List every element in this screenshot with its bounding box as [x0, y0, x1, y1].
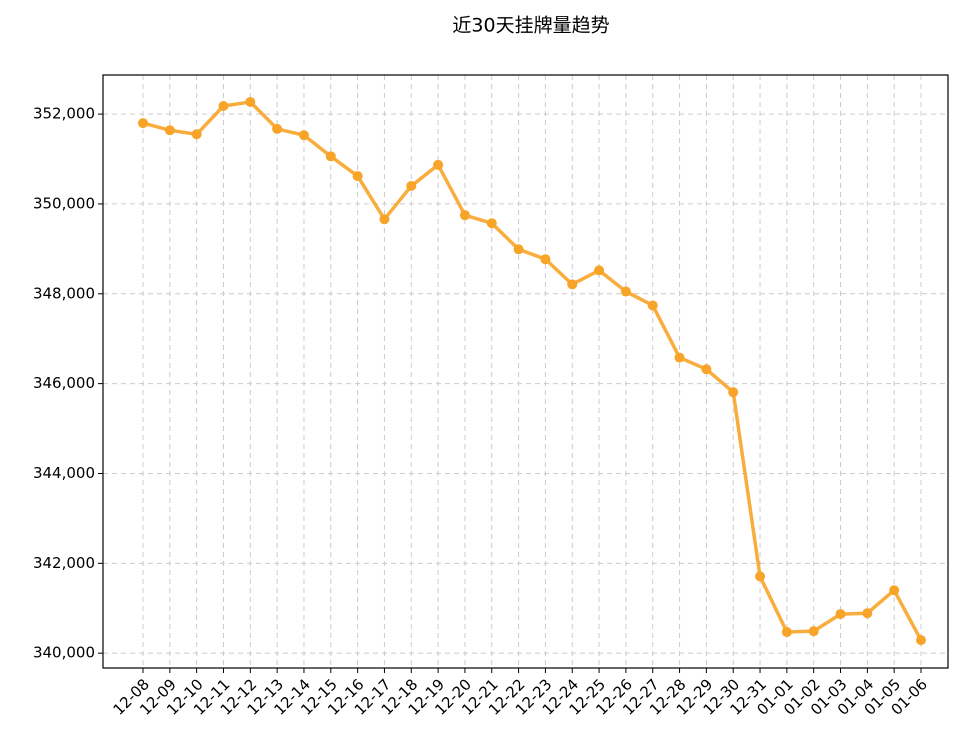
data-point	[755, 571, 766, 582]
data-point	[835, 609, 846, 620]
data-point	[513, 244, 524, 255]
data-point	[781, 627, 792, 638]
data-point	[272, 123, 283, 134]
y-tick-label: 342,000	[33, 554, 95, 572]
data-point	[889, 585, 900, 596]
data-point	[647, 300, 658, 311]
data-point	[916, 635, 926, 646]
data-point	[164, 125, 175, 136]
data-point	[406, 180, 417, 191]
data-point	[218, 100, 229, 111]
data-point	[325, 151, 336, 162]
data-point	[701, 364, 712, 375]
data-point	[298, 130, 309, 141]
data-point	[540, 254, 551, 265]
data-point	[433, 159, 444, 170]
data-point	[486, 218, 497, 229]
y-tick-label: 344,000	[33, 464, 95, 482]
y-tick-label: 346,000	[33, 374, 95, 392]
data-point	[379, 214, 390, 225]
y-tick-label: 350,000	[33, 194, 95, 212]
data-point	[459, 210, 470, 221]
data-point	[245, 96, 256, 107]
chart-title: 近30天挂牌量趋势	[452, 15, 609, 37]
data-point	[674, 352, 685, 363]
data-point	[567, 279, 578, 290]
y-tick-label: 340,000	[33, 644, 95, 662]
y-tick-label: 352,000	[33, 105, 95, 123]
data-point	[620, 286, 631, 297]
data-point	[728, 387, 739, 398]
plot-frame	[102, 74, 949, 669]
data-point	[352, 171, 363, 182]
data-point	[191, 129, 202, 140]
data-point	[862, 608, 873, 619]
data-point	[808, 626, 819, 637]
series-line	[142, 100, 923, 641]
y-tick-label: 348,000	[33, 284, 95, 302]
data-point	[594, 265, 605, 276]
data-point	[138, 118, 148, 129]
